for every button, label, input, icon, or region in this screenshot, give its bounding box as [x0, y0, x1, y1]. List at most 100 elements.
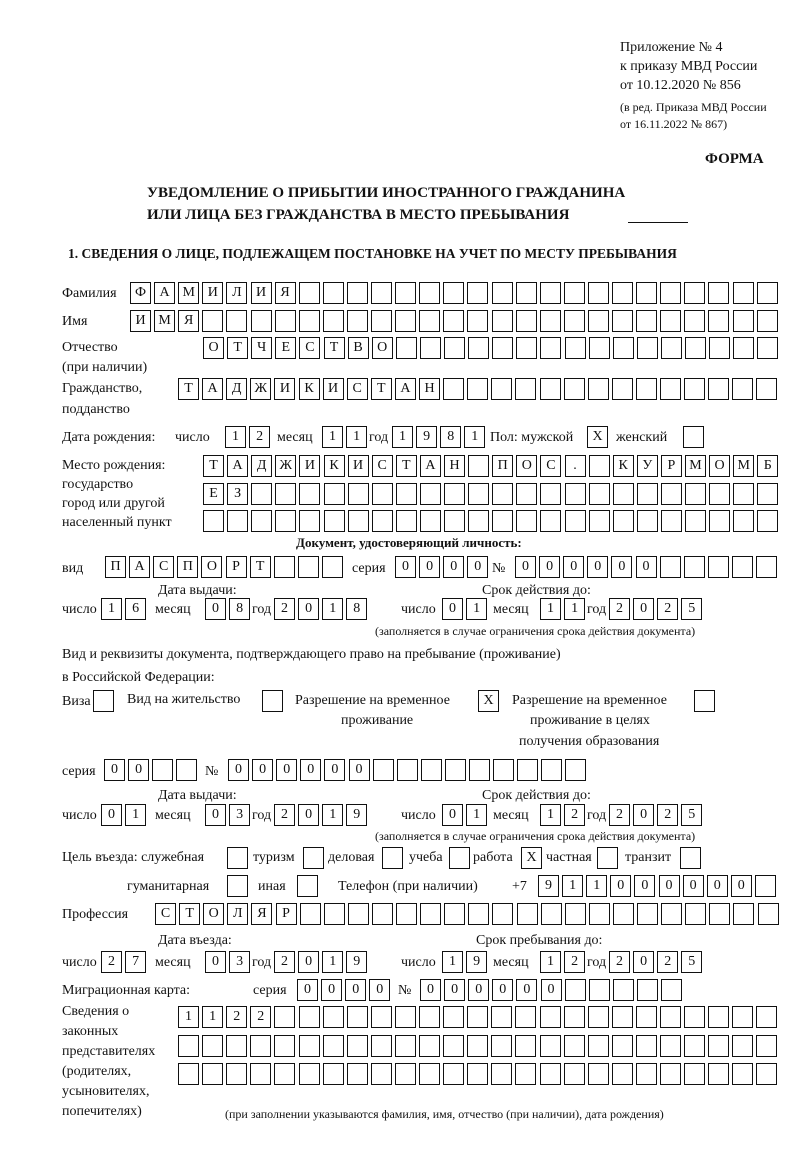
char-box[interactable]	[323, 903, 345, 925]
char-box[interactable]: 0	[419, 556, 441, 578]
char-box[interactable]: 2	[564, 951, 586, 973]
char-box[interactable]: Я	[274, 282, 296, 304]
char-box[interactable]	[395, 337, 417, 359]
char-box[interactable]: Ч	[251, 337, 273, 359]
char-box[interactable]	[515, 310, 537, 332]
char-box[interactable]: 0	[587, 556, 609, 578]
char-box[interactable]	[371, 510, 393, 532]
char-box[interactable]	[635, 1035, 657, 1057]
char-box[interactable]	[322, 1035, 344, 1057]
char-box[interactable]	[491, 1063, 513, 1085]
char-box[interactable]	[516, 483, 538, 505]
char-box[interactable]	[684, 1063, 706, 1085]
char-box[interactable]	[539, 1063, 561, 1085]
char-box[interactable]	[636, 979, 658, 1001]
char-box[interactable]	[539, 378, 561, 400]
char-box[interactable]	[491, 1035, 513, 1057]
char-box[interactable]: 2	[249, 426, 271, 448]
char-box[interactable]: 0	[345, 979, 367, 1001]
char-box[interactable]	[516, 337, 538, 359]
char-box[interactable]	[660, 510, 682, 532]
char-box[interactable]: 0	[611, 556, 633, 578]
char-box[interactable]	[322, 310, 344, 332]
char-box[interactable]	[468, 337, 490, 359]
char-box[interactable]	[612, 310, 633, 332]
char-box[interactable]: 0	[634, 875, 656, 897]
char-box[interactable]	[346, 1035, 368, 1057]
char-box[interactable]: 5	[681, 598, 703, 620]
char-box[interactable]	[708, 310, 730, 332]
char-box[interactable]: В	[347, 337, 369, 359]
char-box[interactable]	[394, 1035, 416, 1057]
char-box[interactable]	[587, 310, 609, 332]
char-box[interactable]	[420, 903, 442, 925]
char-box[interactable]	[443, 1006, 465, 1028]
char-box[interactable]	[588, 510, 610, 532]
char-box[interactable]: 1	[101, 598, 122, 620]
char-box[interactable]	[660, 483, 682, 505]
char-box[interactable]	[347, 903, 369, 925]
char-box[interactable]	[468, 903, 490, 925]
char-box[interactable]: 0	[300, 759, 322, 781]
char-box[interactable]: 1	[466, 598, 488, 620]
char-box[interactable]	[636, 510, 658, 532]
char-box[interactable]	[371, 903, 393, 925]
char-box[interactable]	[444, 510, 465, 532]
char-box[interactable]	[754, 875, 776, 897]
char-box[interactable]: 0	[443, 556, 465, 578]
char-box[interactable]	[587, 1006, 609, 1028]
char-box[interactable]	[202, 1035, 224, 1057]
char-box[interactable]	[588, 903, 610, 925]
char-box[interactable]	[660, 1006, 681, 1028]
char-box[interactable]: 0	[104, 759, 125, 781]
char-box[interactable]	[346, 282, 368, 304]
char-box[interactable]: Л	[226, 282, 248, 304]
char-box[interactable]: 2	[250, 1006, 272, 1028]
char-box[interactable]	[564, 337, 586, 359]
char-box[interactable]: У	[636, 455, 658, 477]
char-box[interactable]	[597, 847, 618, 869]
char-box[interactable]: С	[371, 455, 393, 477]
char-box[interactable]	[539, 310, 561, 332]
char-box[interactable]: 0	[395, 556, 416, 578]
char-box[interactable]: 1	[178, 1006, 199, 1028]
char-box[interactable]	[227, 875, 248, 897]
char-box[interactable]: К	[612, 455, 634, 477]
char-box[interactable]: 0	[467, 556, 489, 578]
char-box[interactable]	[227, 847, 248, 869]
char-box[interactable]: 7	[125, 951, 147, 973]
char-box[interactable]: 0	[252, 759, 274, 781]
char-box[interactable]: 5	[681, 804, 703, 826]
char-box[interactable]	[419, 282, 441, 304]
char-box[interactable]	[444, 759, 466, 781]
char-box[interactable]	[298, 282, 320, 304]
char-box[interactable]	[299, 510, 321, 532]
char-box[interactable]	[492, 483, 514, 505]
char-box[interactable]	[636, 483, 658, 505]
char-box[interactable]: 0	[658, 875, 680, 897]
char-box[interactable]	[635, 378, 657, 400]
char-box[interactable]	[563, 1006, 585, 1028]
char-box[interactable]	[611, 1006, 633, 1028]
char-box[interactable]: 1	[322, 804, 344, 826]
char-box[interactable]: Ж	[250, 378, 272, 400]
char-box[interactable]: 2	[274, 804, 295, 826]
char-box[interactable]	[709, 510, 731, 532]
char-box[interactable]	[707, 556, 729, 578]
char-box[interactable]	[347, 510, 369, 532]
char-box[interactable]: 1	[202, 1006, 224, 1028]
char-box[interactable]	[226, 1063, 248, 1085]
char-box[interactable]: 2	[657, 951, 679, 973]
char-box[interactable]	[636, 337, 658, 359]
char-box[interactable]	[303, 847, 324, 869]
char-box[interactable]	[565, 759, 587, 781]
char-box[interactable]	[611, 378, 633, 400]
char-box[interactable]: 0	[128, 759, 150, 781]
char-box[interactable]	[564, 979, 586, 1001]
char-box[interactable]	[612, 282, 633, 304]
char-box[interactable]	[370, 1035, 392, 1057]
char-box[interactable]	[732, 282, 754, 304]
char-box[interactable]	[372, 759, 394, 781]
char-box[interactable]: 2	[274, 951, 295, 973]
char-box[interactable]	[733, 483, 755, 505]
